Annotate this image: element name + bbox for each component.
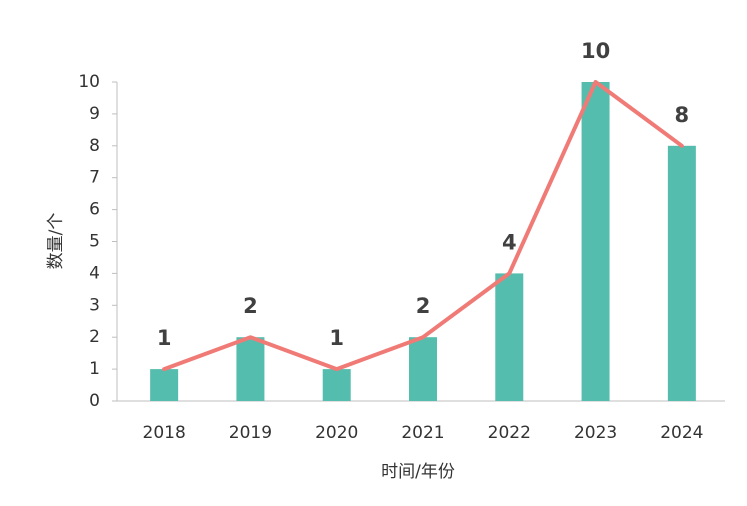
y-axis-label: 数量/个 [46,213,66,270]
x-tick-label: 2021 [401,423,444,443]
bar [150,369,179,401]
bar [409,337,437,401]
x-tick-label: 2020 [315,423,358,443]
y-tick-label: 8 [89,136,100,156]
bar [495,273,524,401]
data-label: 1 [329,326,344,350]
y-tick-label: 10 [78,72,100,92]
x-tick-label: 2019 [229,423,272,443]
bar [322,369,351,401]
bar [667,145,696,401]
data-label: 10 [581,39,610,63]
y-tick-label: 9 [89,104,100,124]
x-tick-label: 2022 [488,423,531,443]
x-tick-label: 2018 [143,423,186,443]
data-label: 8 [675,103,690,127]
data-label: 1 [157,326,172,350]
line [162,80,684,372]
data-label: 2 [416,294,431,318]
y-tick-label: 4 [89,263,100,283]
x-tick-label: 2023 [574,423,617,443]
bar [236,337,265,401]
y-tick-label: 1 [89,359,100,379]
data-label: 2 [243,294,258,318]
y-tick-label: 3 [89,295,100,315]
x-tick-label: 2024 [660,423,703,443]
y-tick-label: 0 [89,391,100,411]
x-axis-label: 时间/年份 [381,462,455,482]
bar [581,82,610,401]
y-tick-label: 7 [89,168,100,188]
y-tick-label: 5 [89,232,100,252]
y-tick-label: 2 [89,327,100,347]
data-label: 4 [502,230,517,254]
y-tick-label: 6 [89,200,100,220]
